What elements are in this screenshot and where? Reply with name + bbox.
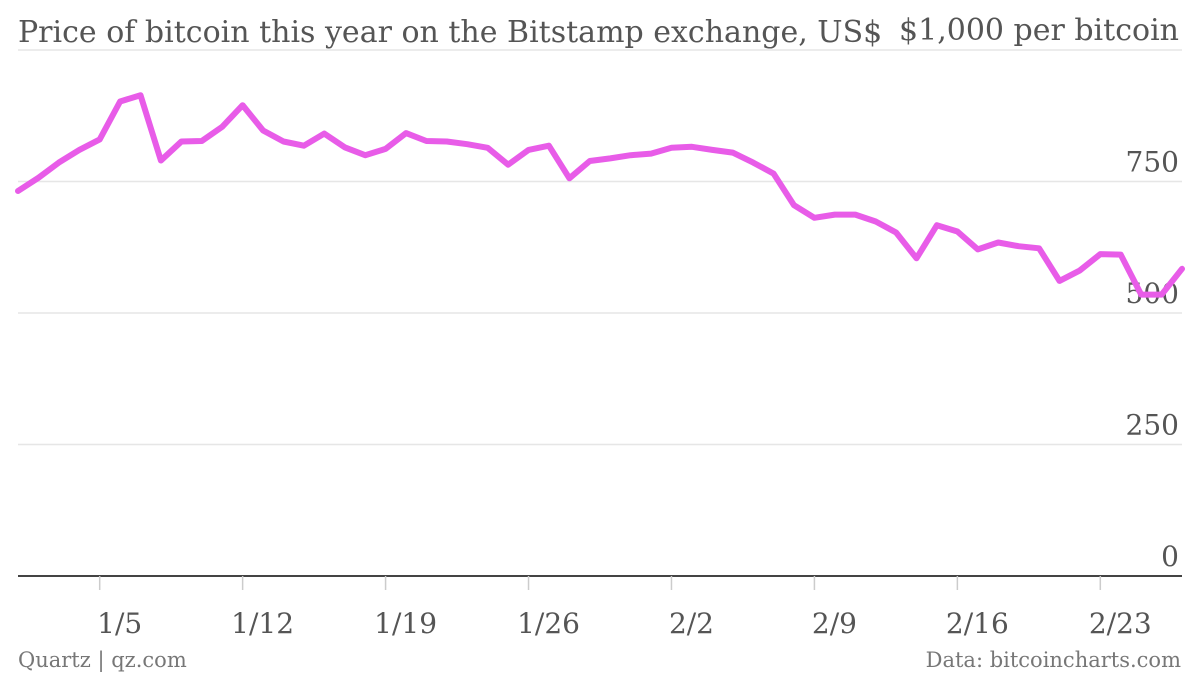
x-tick-label: 2/23 bbox=[1089, 607, 1152, 640]
y-tick-label-750: 750 bbox=[1126, 146, 1179, 179]
x-ticks: 1/5 1/12 1/19 1/26 2/2 2/9 2/16 2/23 bbox=[97, 576, 1152, 640]
x-tick-label: 2/9 bbox=[812, 607, 857, 640]
x-tick-label: 2/16 bbox=[946, 607, 1009, 640]
x-tick-label: 2/2 bbox=[669, 607, 714, 640]
source-left: Quartz | qz.com bbox=[18, 648, 187, 673]
y-tick-label-0: 0 bbox=[1161, 540, 1179, 573]
y-tick-label-1000: $1,000 per bitcoin bbox=[899, 13, 1179, 48]
x-tick-label: 1/5 bbox=[97, 607, 142, 640]
y-tick-label-250: 250 bbox=[1126, 409, 1179, 442]
chart-title: Price of bitcoin this year on the Bitsta… bbox=[18, 15, 882, 50]
x-tick-label: 1/12 bbox=[231, 607, 294, 640]
x-tick-label: 1/19 bbox=[374, 607, 437, 640]
price-series-line bbox=[15, 92, 1185, 298]
gridlines bbox=[18, 49, 1182, 446]
x-tick-label: 1/26 bbox=[517, 607, 580, 640]
source-right: Data: bitcoincharts.com bbox=[926, 648, 1181, 672]
